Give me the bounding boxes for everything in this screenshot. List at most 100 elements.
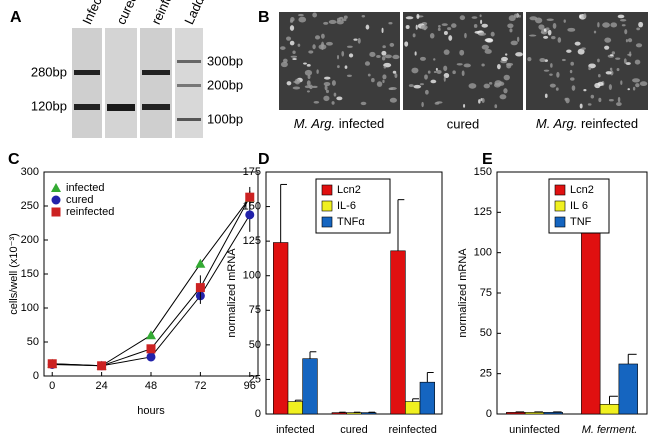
cell <box>483 83 490 89</box>
y-tick-label: 200 <box>21 234 39 246</box>
cell <box>336 96 343 101</box>
cell <box>328 19 337 25</box>
y-tick-label: 25 <box>249 373 261 385</box>
legend-swatch <box>321 200 333 212</box>
gel-band <box>74 70 100 75</box>
cell <box>621 24 626 27</box>
cell <box>307 74 311 79</box>
y-tick-label: 125 <box>243 235 261 247</box>
y-tick-label: 0 <box>486 408 492 420</box>
legend-swatch <box>554 216 566 228</box>
cell <box>484 38 493 43</box>
cell <box>348 53 354 58</box>
cell <box>632 78 640 83</box>
y-tick-label: 25 <box>480 368 492 380</box>
x-axis-label: hours <box>137 405 165 417</box>
marker-label: 200bp <box>207 77 243 92</box>
marker <box>245 192 255 202</box>
cell <box>411 67 419 74</box>
legend-label: reinfected <box>66 206 114 218</box>
cell <box>424 74 428 80</box>
cell <box>602 22 610 28</box>
cell <box>346 45 353 48</box>
cell <box>570 61 574 66</box>
cell <box>565 97 570 104</box>
cell <box>598 97 602 103</box>
gel-lane <box>140 28 172 138</box>
cell <box>433 70 437 74</box>
gel-band <box>177 84 201 87</box>
y-axis-label: normalized mRNA <box>226 248 238 338</box>
cell <box>459 15 466 21</box>
bar <box>581 231 601 415</box>
cell <box>392 54 400 60</box>
legend-label: TNFα <box>337 216 365 228</box>
cell <box>597 74 601 78</box>
legend-label: cured <box>66 194 94 206</box>
marker <box>245 210 255 220</box>
marker-label: 120bp <box>31 98 67 113</box>
cell <box>316 69 319 74</box>
cell <box>473 24 478 28</box>
panel-label: C <box>8 151 20 168</box>
x-tick-label: 96 <box>244 380 256 392</box>
cell <box>425 89 429 95</box>
bar <box>506 412 526 415</box>
bar <box>419 381 435 415</box>
cell <box>438 25 441 28</box>
cell <box>481 63 485 67</box>
y-tick-label: 250 <box>21 200 39 212</box>
cell <box>312 44 316 50</box>
cell <box>518 14 521 18</box>
gel-band <box>177 60 201 63</box>
legend-swatch <box>554 184 566 196</box>
cell <box>463 63 471 68</box>
bar <box>618 363 638 415</box>
cell <box>459 49 465 56</box>
cell <box>357 37 361 44</box>
y-tick-label: 150 <box>21 268 39 280</box>
legend-marker <box>51 183 61 192</box>
panel-label: B <box>258 9 270 26</box>
cell <box>389 87 397 90</box>
cell <box>604 45 610 50</box>
cell <box>382 79 385 84</box>
cell <box>341 18 347 22</box>
bar <box>273 242 289 415</box>
cell <box>421 101 424 108</box>
cell <box>341 50 345 57</box>
cell <box>544 93 548 99</box>
bar <box>390 250 406 415</box>
cell <box>627 38 633 43</box>
cell <box>516 36 520 42</box>
cell <box>420 24 428 30</box>
x-tick-label: uninfected <box>509 424 560 436</box>
cell <box>384 54 392 59</box>
bar <box>599 404 620 415</box>
legend-label: Lcn2 <box>337 184 361 196</box>
cell <box>441 23 448 26</box>
cell <box>635 83 640 88</box>
y-tick-label: 50 <box>480 327 492 339</box>
cell <box>617 14 625 19</box>
y-tick-label: 75 <box>480 287 492 299</box>
micrograph-caption: M. Arg. reinfected <box>536 116 638 131</box>
cell <box>549 83 556 88</box>
cell <box>619 19 627 22</box>
bar <box>346 412 362 415</box>
cell <box>337 54 340 60</box>
cell <box>570 77 575 81</box>
bar <box>524 412 545 415</box>
cell <box>543 69 550 72</box>
cell <box>443 31 448 36</box>
cell <box>461 70 465 77</box>
cell <box>528 34 537 37</box>
marker-label: 300bp <box>207 53 243 68</box>
cell <box>609 54 614 57</box>
bar <box>302 358 318 415</box>
cell <box>587 103 592 106</box>
cell <box>597 58 600 63</box>
gel-band <box>107 104 135 111</box>
y-axis-label: normalized mRNA <box>457 248 469 338</box>
y-tick-label: 0 <box>33 370 39 382</box>
